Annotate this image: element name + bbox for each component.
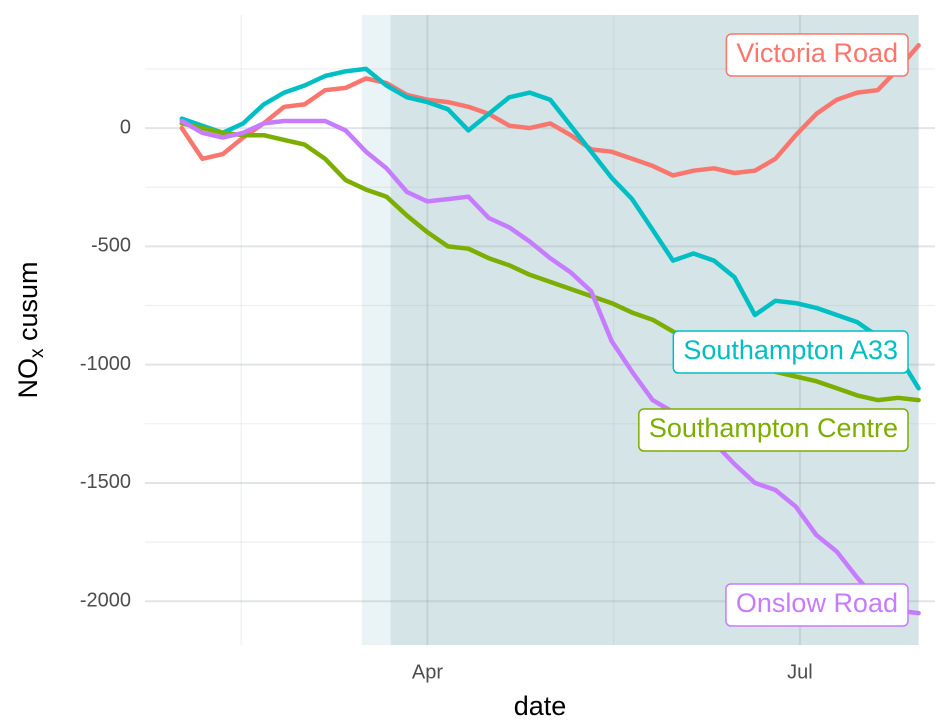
y-tick-label: 0	[120, 116, 131, 138]
x-tick-label: Apr	[412, 661, 443, 683]
series-label: Onslow Road	[725, 583, 909, 627]
series-line	[179, 118, 921, 616]
series-label-text: Onslow Road	[736, 588, 898, 618]
y-tick-label: -2000	[80, 590, 131, 612]
x-axis-title: date	[514, 691, 567, 721]
series-label-text: Victoria Road	[736, 38, 898, 68]
y-axis-title-subscript: x	[27, 348, 48, 358]
y-axis-title-rest: cusum	[13, 261, 43, 348]
series-line	[179, 121, 921, 403]
series-label-box	[672, 330, 909, 374]
y-axis-title: NOx cusum	[13, 261, 48, 398]
series-label: Southampton Centre	[638, 408, 909, 452]
series-label-box	[638, 408, 909, 452]
y-tick-label: -1000	[80, 353, 131, 375]
series-label: Southampton A33	[672, 330, 909, 374]
series-line	[179, 66, 921, 391]
series-line	[179, 43, 921, 178]
series-label: Victoria Road	[725, 33, 909, 77]
series-label-box	[725, 33, 909, 77]
y-tick-label: -1500	[80, 471, 131, 493]
y-tick-label: -500	[91, 235, 131, 257]
series-label-text: Southampton Centre	[649, 413, 898, 443]
x-tick-label: Jul	[787, 661, 813, 683]
series-label-box	[725, 583, 909, 627]
series-label-text: Southampton A33	[683, 335, 898, 365]
y-axis-title-main: NO	[13, 358, 43, 399]
